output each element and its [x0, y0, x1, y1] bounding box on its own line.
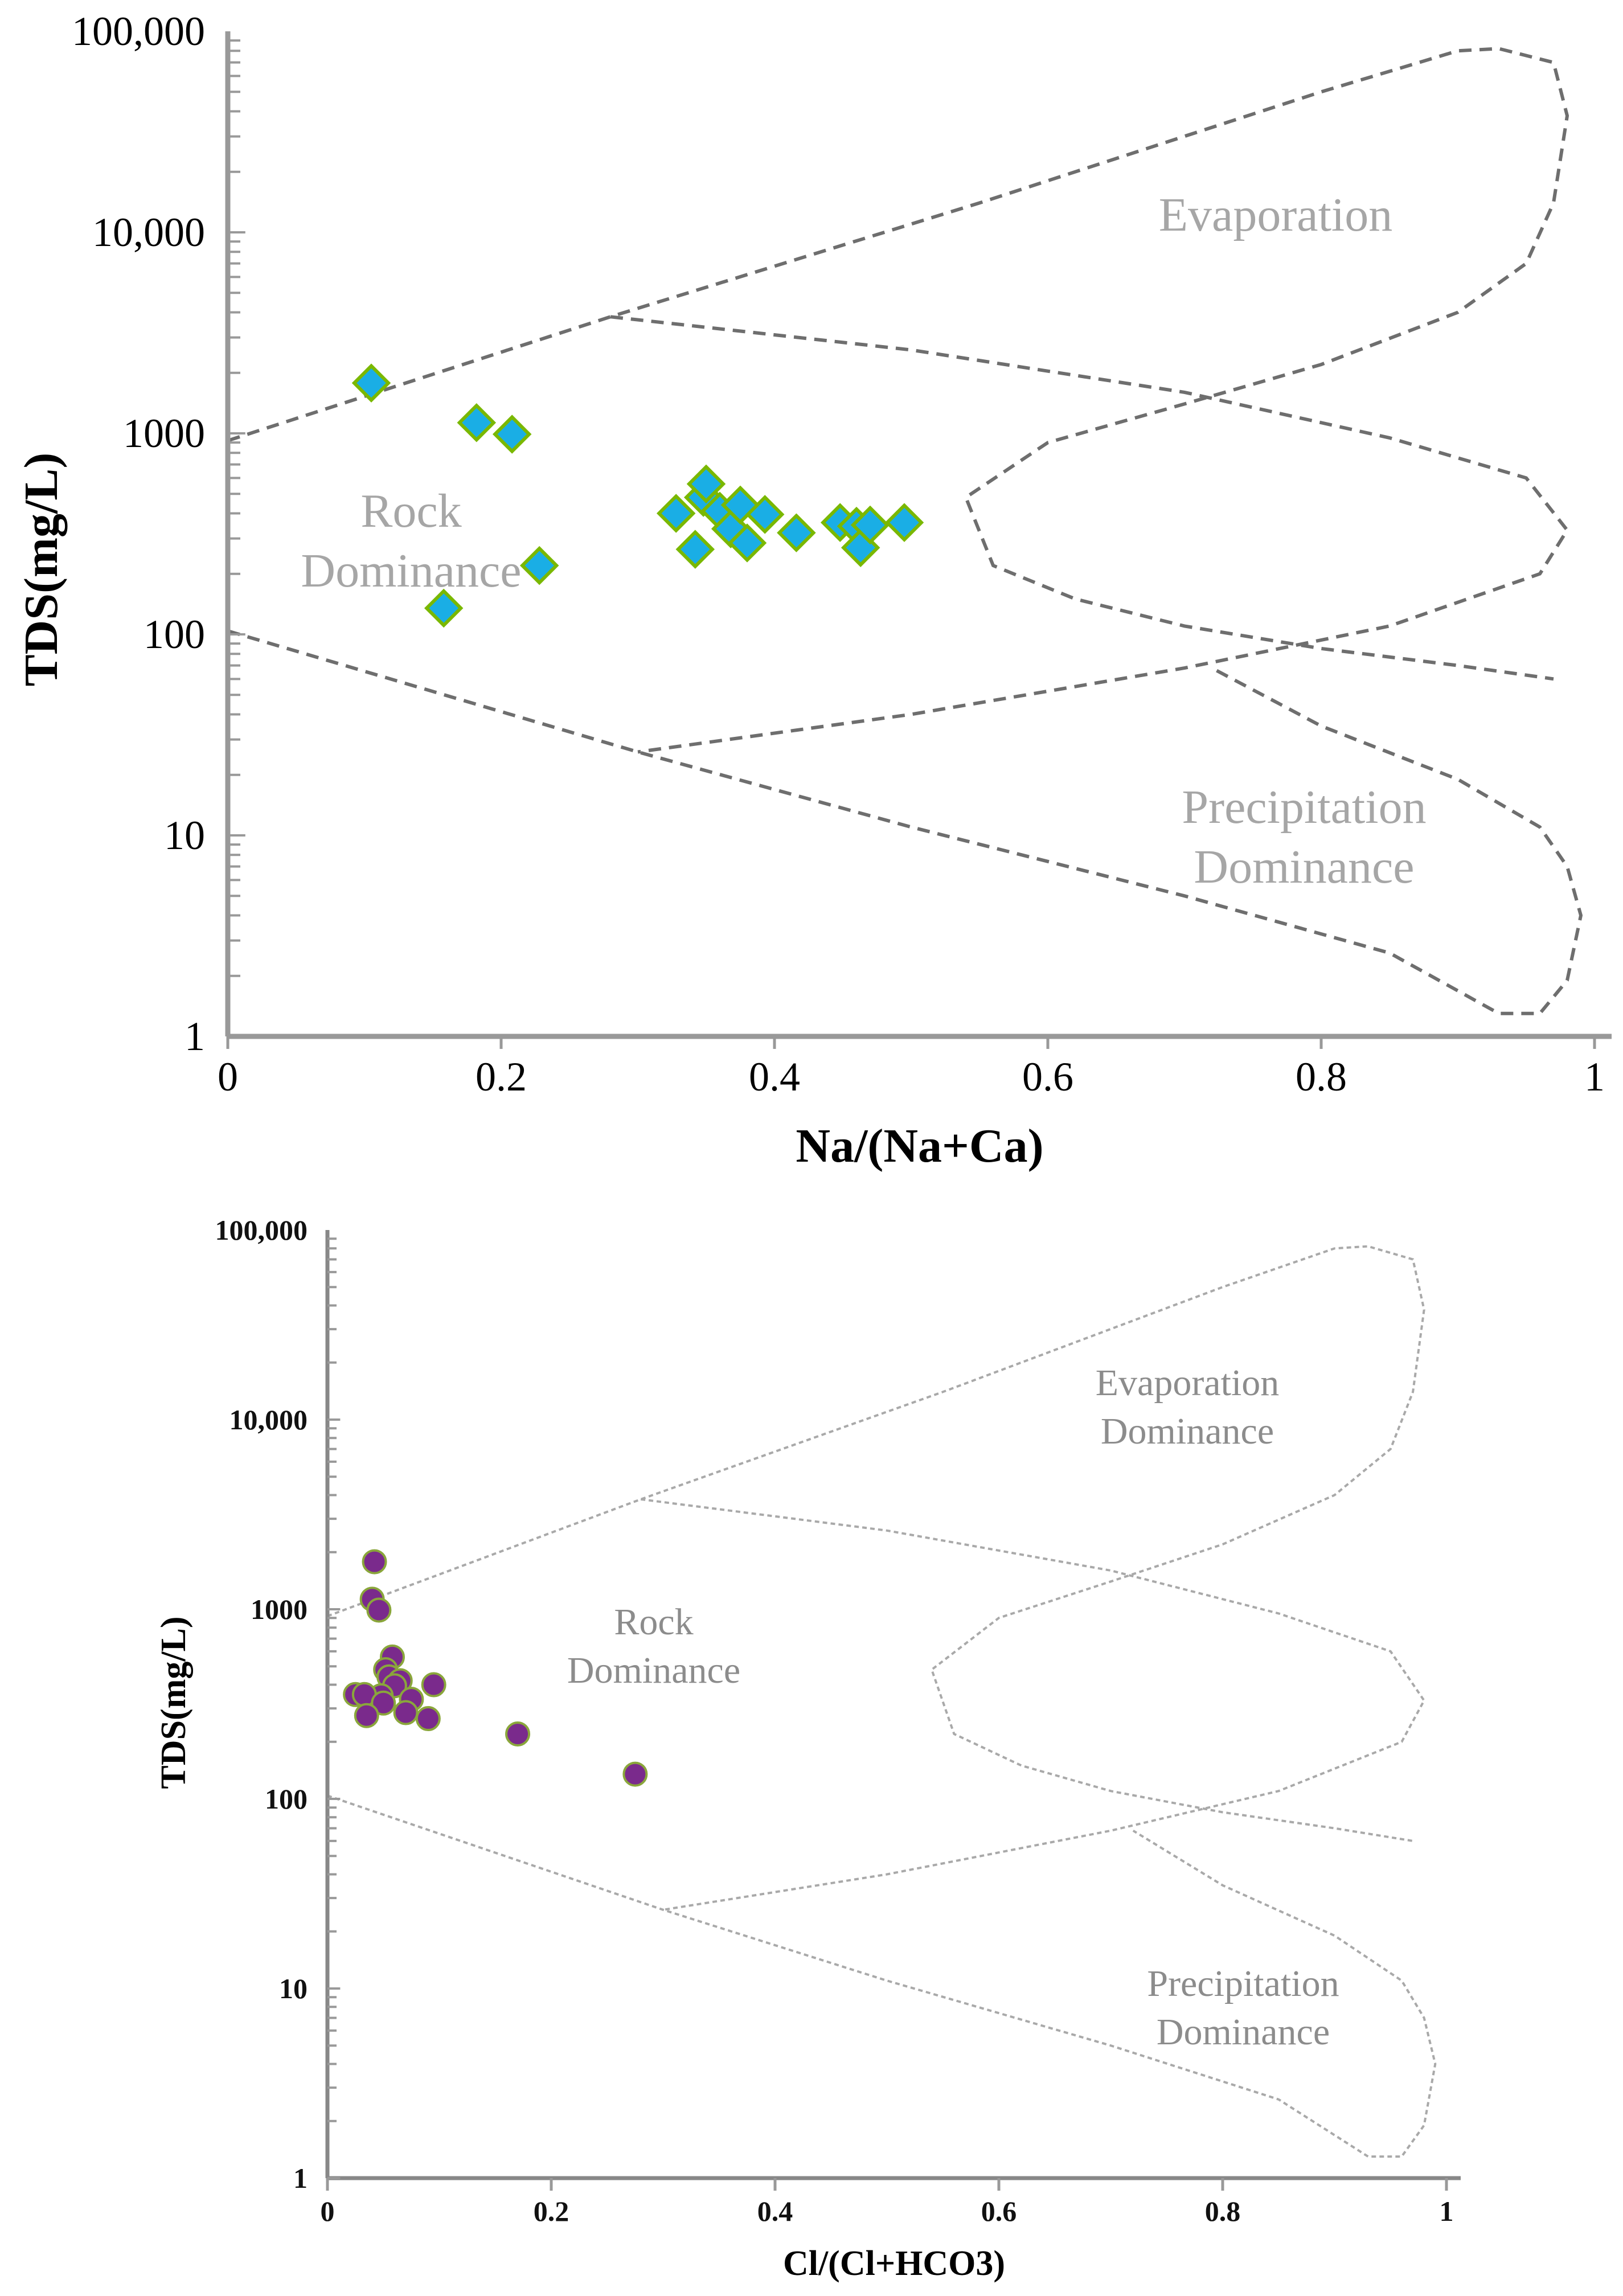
chart2-x-axis-label: Cl/(Cl+HCO3): [783, 2244, 1005, 2283]
x-tick-label: 0.4: [757, 2195, 793, 2227]
data-point: [393, 1700, 419, 1725]
chart1-region-labels: Evaporation Rock Dominance Precipitation Dom…: [301, 188, 1426, 893]
chart2-points: [343, 1549, 648, 1787]
y-tick-label: 1000: [123, 411, 205, 456]
chart1-boundaries: [227, 47, 1583, 1015]
data-point: [656, 494, 696, 533]
region-label-precipitation: Dominance: [1194, 840, 1414, 893]
x-tick-label: 0.8: [1205, 2195, 1241, 2227]
chart1-x-axis-label: Na/(Na+Ca): [796, 1120, 1043, 1172]
y-tick-label: 100: [265, 1783, 308, 1815]
region-label-precipitation: Precipitation: [1182, 781, 1426, 834]
data-point: [505, 1721, 531, 1746]
data-point: [415, 1706, 441, 1732]
data-point: [354, 1703, 379, 1728]
region-label-rock: Rock: [614, 1601, 693, 1643]
y-tick-label: 1: [185, 1014, 205, 1059]
chart1-y-axis-label: TDS(mg/L): [15, 453, 68, 687]
region-label-evaporation: Evaporation: [1096, 1362, 1280, 1404]
boundary-curve-1: [327, 1245, 1425, 1842]
x-tick-label: 0.2: [534, 2195, 569, 2227]
y-tick-label: 1000: [251, 1593, 308, 1625]
chart2-region-labels: Evaporation Dominance Rock Dominance Precipi…: [567, 1362, 1339, 2053]
chart1-x-ticks: 0 0.2 0.4 0.6 0.8 1: [218, 1054, 1605, 1100]
x-tick-label: 0.2: [476, 1054, 527, 1100]
data-point: [622, 1761, 648, 1787]
boundary-curve-1: [227, 47, 1569, 681]
data-point: [457, 403, 497, 442]
y-tick-label: 10: [279, 1973, 308, 2004]
y-tick-label: 1: [293, 2162, 308, 2194]
chart2-boundaries: [327, 1245, 1437, 2158]
y-tick-label: 10,000: [92, 210, 205, 255]
region-label-evaporation: Dominance: [1101, 1411, 1274, 1452]
y-tick-label: 100,000: [215, 1214, 308, 1246]
chart1-minor-ticks: [226, 39, 1596, 1049]
data-point: [884, 503, 924, 542]
x-tick-label: 1: [1440, 2195, 1454, 2227]
chart1-points: [351, 363, 924, 628]
region-label-rock: Dominance: [567, 1650, 740, 1691]
data-point: [492, 415, 532, 454]
y-tick-label: 100: [144, 612, 205, 657]
data-point: [371, 1690, 396, 1716]
x-tick-label: 0: [218, 1054, 238, 1100]
data-point: [686, 464, 726, 504]
x-tick-label: 0.4: [749, 1054, 800, 1100]
region-label-precipitation: Precipitation: [1147, 1963, 1339, 2004]
x-tick-label: 1: [1584, 1054, 1605, 1100]
y-tick-label: 10: [164, 813, 205, 858]
data-point: [421, 1672, 446, 1698]
data-point: [519, 546, 559, 585]
data-point: [424, 588, 464, 628]
x-tick-label: 0: [321, 2195, 335, 2227]
chart1-y-ticks: 1 10 100 1000 10,000 100,000: [72, 9, 205, 1059]
chart2-y-ticks: 1 10 100 1000 10,000 100,000: [215, 1214, 308, 2194]
gibbs-cation-chart: 1 10 100 1000 10,000 100,000 0 0.2 0.4 0.6 0.8 1 N…: [15, 9, 1612, 1172]
data-point: [850, 505, 890, 545]
data-point: [362, 1549, 387, 1575]
x-tick-label: 0.6: [1022, 1054, 1073, 1100]
x-tick-label: 0.6: [981, 2195, 1017, 2227]
data-point: [745, 495, 785, 534]
data-point: [777, 513, 816, 552]
region-label-evaporation: Evaporation: [1159, 188, 1393, 241]
chart2-y-axis-label: TDS(mg/L): [154, 1616, 193, 1789]
data-point: [675, 530, 715, 569]
data-point: [366, 1597, 392, 1623]
y-tick-label: 10,000: [229, 1404, 308, 1436]
boundary-curve-3: [327, 1794, 1437, 2158]
gibbs-anion-chart: 1 10 100 1000 10,000 100,000 0 0.2 0.4 0.6 0.8 1 C…: [154, 1214, 1461, 2283]
x-tick-label: 0.8: [1296, 1054, 1347, 1100]
chart2-minor-ticks: [326, 1237, 1448, 2191]
region-label-rock: Dominance: [301, 544, 521, 597]
region-label-rock: Rock: [360, 485, 461, 538]
data-point: [351, 363, 391, 403]
data-point: [727, 523, 767, 563]
boundary-curve-2: [640, 1498, 1426, 1911]
chart2-x-ticks: 0 0.2 0.4 0.6 0.8 1: [321, 2195, 1454, 2227]
y-tick-label: 100,000: [72, 9, 205, 54]
region-label-precipitation: Dominance: [1157, 2011, 1330, 2053]
